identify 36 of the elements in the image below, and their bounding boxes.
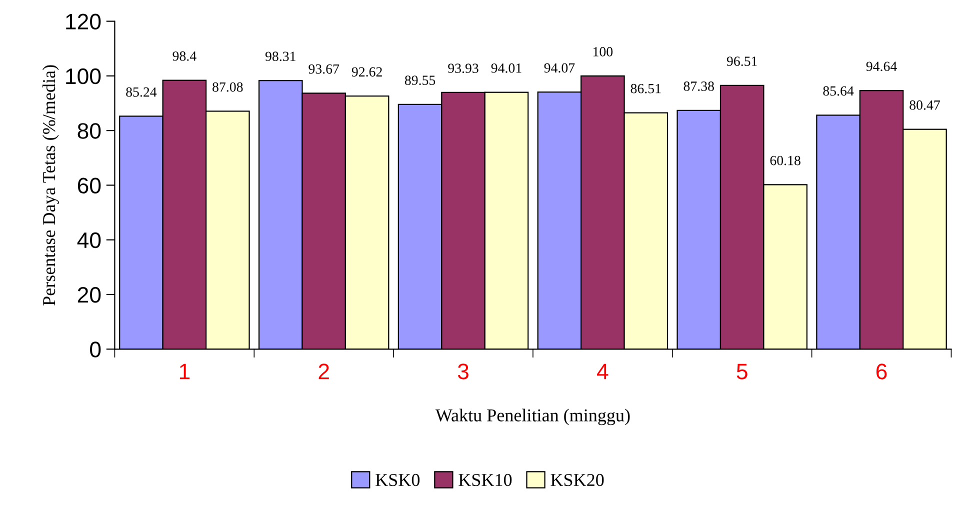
- x-tick-label: 2: [318, 364, 329, 380]
- data-label: 94.07: [544, 63, 575, 73]
- legend-label: KSK0: [376, 474, 420, 486]
- y-tick-label: 0: [90, 342, 101, 358]
- data-label: 87.08: [212, 82, 243, 92]
- data-label: 85.24: [126, 87, 157, 97]
- x-tick-label: 5: [736, 364, 748, 380]
- data-label: 100: [593, 47, 613, 56]
- x-tick-label: 3: [458, 364, 468, 380]
- x-axis-title: Waktu Penelitian (minggu): [435, 408, 630, 426]
- x-tick-label: 4: [597, 364, 608, 380]
- data-label: 85.64: [823, 86, 854, 96]
- x-tick-label: 1: [180, 364, 190, 380]
- data-label: 94.64: [866, 62, 897, 72]
- data-label: 86.51: [630, 84, 661, 94]
- data-label: 87.38: [684, 82, 714, 91]
- data-label: 60.18: [770, 156, 800, 166]
- y-tick-label: 60: [78, 178, 101, 194]
- data-label: 80.47: [910, 100, 940, 110]
- x-tick-label: 6: [876, 364, 887, 380]
- data-label: 89.55: [404, 76, 436, 86]
- data-label: 96.51: [726, 56, 757, 66]
- y-axis-title: Persentase Daya Tetas (%/media): [42, 65, 59, 306]
- y-tick-label: 40: [77, 232, 101, 248]
- legend-label: KSK20: [550, 474, 604, 486]
- data-label: 94.01: [491, 63, 522, 73]
- y-tick-label: 20: [78, 287, 101, 303]
- data-label: 98.31: [265, 52, 296, 62]
- data-label: 98.4: [172, 51, 196, 61]
- data-label: 93.93: [448, 64, 478, 74]
- y-tick-label: 100: [66, 68, 101, 84]
- y-tick-label: 80: [78, 123, 101, 139]
- legend-label: KSK10: [458, 474, 512, 486]
- y-tick-label: 120: [66, 14, 101, 30]
- data-label: 92.62: [352, 67, 382, 77]
- data-label: 93.67: [308, 64, 340, 74]
